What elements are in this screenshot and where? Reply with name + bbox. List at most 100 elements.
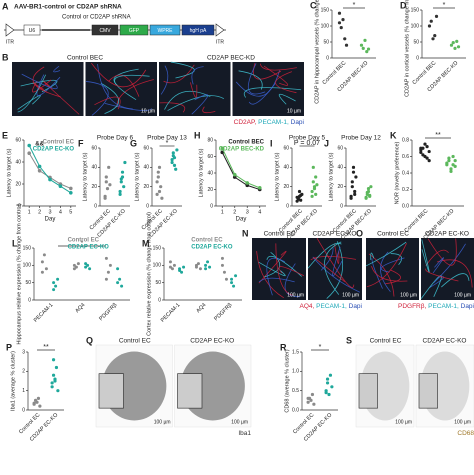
y-axis-label: Latency to target (s) <box>134 152 140 201</box>
data-point <box>54 365 59 370</box>
panel-label: E <box>2 130 8 140</box>
data-point <box>366 187 371 191</box>
data-point <box>234 274 238 278</box>
y-tick-label: 50 <box>323 39 329 45</box>
y-tick-label: 100 <box>411 23 420 29</box>
line <box>221 148 260 189</box>
data-point <box>449 43 454 47</box>
stain-name: CD2AP, <box>234 119 258 126</box>
data-point <box>341 18 345 22</box>
data-point <box>160 196 164 200</box>
data-point <box>155 180 159 184</box>
y-axis-label: CD2AP in hippocampal vessels (% change f… <box>314 0 320 104</box>
plot-title: Probe Day 12 <box>341 135 381 142</box>
y-tick-label: 150 <box>321 7 330 13</box>
data-point <box>330 385 334 389</box>
panel-label: R <box>280 342 287 352</box>
data-point <box>324 391 328 395</box>
data-point <box>108 183 112 187</box>
marker <box>220 150 225 155</box>
data-point <box>108 263 112 267</box>
data-point <box>56 277 60 281</box>
marker <box>37 164 42 169</box>
data-point <box>122 185 126 189</box>
vessel <box>433 243 466 284</box>
significance: * <box>319 344 322 351</box>
element-label: ITR <box>6 39 14 45</box>
scale-bar-label: 100 µm <box>342 292 359 298</box>
panel-label: H <box>194 130 201 140</box>
y-tick-label: 150 <box>23 245 32 251</box>
data-point <box>104 180 108 184</box>
panel-label: L <box>12 238 18 248</box>
stain-legend: CD2AP, PECAM-1, Dapi <box>234 119 304 126</box>
element-label: ITR <box>216 39 224 45</box>
x-tick-label: PDGFRβ <box>98 302 118 322</box>
y-tick-label: 20 <box>143 184 149 190</box>
x-tick-label: 2 <box>38 209 41 215</box>
vessel <box>324 241 342 295</box>
marker <box>69 186 73 191</box>
data-point <box>88 267 92 271</box>
y-tick-label: 50 <box>413 39 419 45</box>
significance: ** <box>435 132 441 139</box>
data-point <box>208 265 212 269</box>
y-axis-label: Latency to target (s) <box>82 152 88 201</box>
marker <box>37 169 42 173</box>
data-point <box>172 163 177 167</box>
data-point <box>365 190 369 195</box>
y-tick-label: 0 <box>340 203 343 209</box>
y-tick-label: 0 <box>286 203 289 209</box>
x-tick-label: 2 <box>233 209 236 215</box>
construct-title: AAV-BR1-control or CD2AP shRNA <box>14 4 122 11</box>
y-tick-label: 20 <box>337 184 343 190</box>
data-point <box>311 180 315 184</box>
y-axis-label: Cortex relative expression (% change fro… <box>146 212 152 336</box>
significance: * <box>353 2 356 9</box>
itr <box>5 23 15 37</box>
image-caption: Control BEC <box>67 55 103 62</box>
data-point <box>419 150 423 154</box>
vessel <box>243 87 302 98</box>
y-tick-label: 0.6 <box>402 154 409 160</box>
y-tick-label: 0 <box>158 297 161 303</box>
inset <box>177 373 203 409</box>
vessel <box>275 71 297 94</box>
data-point <box>174 167 178 171</box>
y-tick-label: 2 <box>22 369 25 375</box>
vessel <box>164 90 211 110</box>
x-tick-label: 3 <box>246 209 249 215</box>
x-tick-label: 3 <box>48 209 51 215</box>
panel-label: O <box>356 228 363 238</box>
y-tick-label: 20 <box>15 181 21 187</box>
data-point <box>365 50 369 54</box>
y-tick-label: 1.5 <box>292 349 299 355</box>
stain-name: PECAM-1, <box>316 303 349 310</box>
line <box>221 152 260 190</box>
data-point <box>178 269 182 273</box>
data-point <box>36 396 41 400</box>
y-axis-label: Latency to target (s) <box>274 152 280 201</box>
data-point <box>123 160 127 165</box>
y-tick-label: 0.0 <box>402 203 409 209</box>
vessel <box>258 277 295 283</box>
y-tick-label: 60 <box>91 145 97 151</box>
data-point <box>434 14 439 18</box>
data-point <box>157 189 162 194</box>
stain-legend: PDGFRβ, PECAM-1, Dapi <box>398 303 474 310</box>
data-point <box>204 263 208 267</box>
data-point <box>427 149 431 154</box>
data-point <box>306 396 310 400</box>
vessel <box>441 273 470 288</box>
data-point <box>230 277 234 281</box>
plot-title: Probe Day 5 <box>289 135 326 142</box>
significance: * <box>166 140 169 147</box>
inset <box>358 373 378 409</box>
stain-legend: CD68 <box>457 430 474 437</box>
data-point <box>364 195 368 199</box>
data-point <box>170 160 174 165</box>
data-point <box>40 260 44 264</box>
data-point <box>361 46 365 51</box>
y-tick-label: 60 <box>283 145 289 151</box>
